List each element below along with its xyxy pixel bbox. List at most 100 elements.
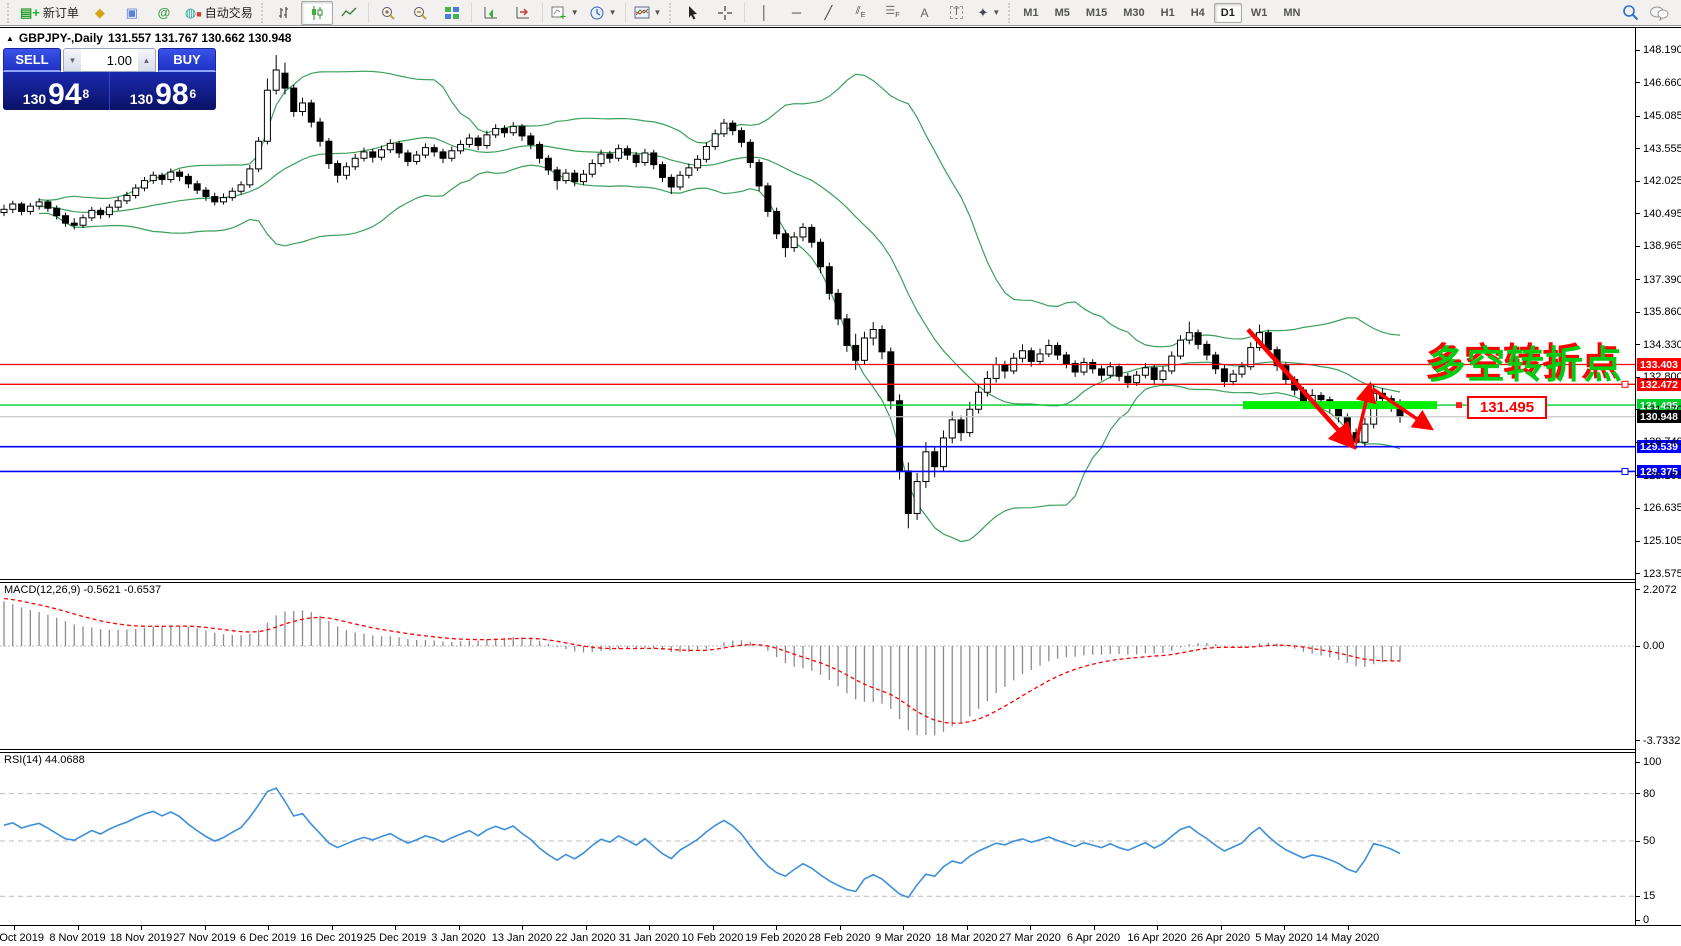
sell-button[interactable]: SELL — [3, 48, 61, 72]
new-order-button[interactable]: ▤+ 新订单 — [15, 1, 84, 25]
candle — [281, 72, 289, 89]
timeframe-h4[interactable]: H4 — [1190, 6, 1205, 19]
price-axis[interactable]: 133.403 132.472 131.495 130.948 129.539 128.3… — [1635, 28, 1681, 926]
text-label-button[interactable]: T — [940, 1, 972, 25]
date-label: 30 Oct 2019 — [0, 932, 44, 944]
date-label: 28 Feb 2020 — [808, 932, 871, 944]
ohlc-readout: 131.557 131.767 130.662 130.948 — [107, 31, 292, 45]
axis-tick-label: 146.660 — [1636, 77, 1681, 89]
text-button[interactable]: A — [908, 1, 940, 25]
candle — [711, 133, 719, 148]
trendline-button[interactable]: ╱ — [812, 1, 844, 25]
timeframe-m5[interactable]: M5 — [1054, 6, 1070, 19]
candle — [448, 150, 456, 159]
zoom-out-button[interactable] — [404, 1, 436, 25]
news-button[interactable]: @ — [148, 1, 180, 25]
line-handle[interactable] — [1621, 467, 1629, 475]
horizontal-line-button[interactable]: ─ — [780, 1, 812, 25]
expand-arrow-icon[interactable]: ▲ — [6, 33, 14, 43]
candle — [518, 125, 526, 137]
channel-icon: ⫽E — [855, 4, 866, 20]
new-chart-dropdown[interactable]: + ▼ — [546, 1, 584, 25]
periods-dropdown[interactable]: ▼ — [584, 1, 622, 25]
date-label: 27 Nov 2019 — [173, 932, 236, 944]
price-tag-annotation[interactable]: 131.495 — [1467, 396, 1547, 419]
toolbar-drag-handle[interactable] — [7, 2, 12, 23]
support-zone-bar[interactable] — [1243, 401, 1437, 410]
zoom-in-button[interactable] — [372, 1, 404, 25]
pane-separator-macd[interactable] — [0, 579, 1681, 583]
candle — [61, 215, 69, 224]
market-watch-button[interactable]: ◆ — [84, 1, 116, 25]
timeframe-w1[interactable]: W1 — [1250, 6, 1268, 19]
pane-separator-rsi[interactable] — [0, 749, 1681, 753]
candle — [53, 207, 61, 217]
cursor-button[interactable] — [677, 1, 709, 25]
axis-tick-label: 140.495 — [1636, 208, 1681, 220]
channel-button[interactable]: ⫽E — [844, 1, 876, 25]
indicators-dropdown[interactable]: ▼ — [629, 1, 667, 25]
chart-shift-button[interactable] — [507, 1, 539, 25]
candlestick-chart-button[interactable] — [300, 0, 333, 25]
crosshair-icon — [718, 5, 733, 20]
sell-price[interactable]: 130 94 8 — [3, 72, 110, 110]
date-tick — [585, 926, 587, 930]
volume-increase-button[interactable]: ▲ — [138, 49, 155, 71]
line-handle[interactable] — [1621, 380, 1629, 388]
buy-price[interactable]: 130 98 6 — [110, 72, 216, 110]
fibonacci-button[interactable]: ☰F — [876, 1, 908, 25]
axis-tick-label: 80 — [1636, 788, 1655, 800]
timeframe-mn[interactable]: MN — [1283, 6, 1301, 19]
new-order-icon: ▤+ — [20, 5, 40, 20]
line-chart-button[interactable] — [333, 1, 365, 25]
trend-arrow[interactable] — [1354, 381, 1377, 444]
candle — [1203, 343, 1211, 356]
shapes-dropdown[interactable]: ✦ ▼ — [972, 1, 1005, 25]
trend-arrow[interactable] — [1246, 327, 1357, 450]
date-label: 13 Jan 2020 — [491, 932, 553, 944]
candle — [746, 141, 754, 164]
volume-decrease-button[interactable]: ▼ — [64, 49, 81, 71]
price-tag-handle[interactable] — [1456, 402, 1462, 409]
indicators-icon — [634, 6, 650, 18]
trend-arrow[interactable] — [1372, 387, 1434, 431]
terminal-button[interactable]: ▣ — [116, 1, 148, 25]
date-label: 26 Apr 2020 — [1190, 932, 1251, 944]
buy-button[interactable]: BUY — [158, 48, 216, 72]
chat-icon[interactable] — [1649, 5, 1669, 21]
volume-input[interactable]: 1.00 — [106, 52, 132, 68]
date-tick — [966, 926, 968, 930]
timeframe-m15[interactable]: M15 — [1085, 6, 1108, 19]
autotrading-button[interactable]: ◍■ 自动交易 — [180, 1, 258, 25]
timeframe-bar: M1 M5 M15 M30 H1 H4 D1 W1 MN — [1016, 2, 1307, 23]
chart-shift-icon — [516, 6, 529, 18]
candle — [272, 69, 280, 91]
group-separator — [367, 2, 369, 23]
timeframe-h1[interactable]: H1 — [1160, 6, 1175, 19]
vertical-line-button[interactable]: │ — [748, 1, 780, 25]
tile-windows-button[interactable] — [436, 1, 468, 25]
candle — [790, 236, 798, 249]
candle — [588, 163, 596, 175]
axis-tick-label: 137.390 — [1636, 274, 1681, 286]
bollinger-band-line — [39, 164, 1401, 543]
turning-point-annotation[interactable]: 多空转折点 — [1428, 345, 1624, 387]
crosshair-button[interactable] — [709, 1, 741, 25]
date-label: 27 Mar 2020 — [999, 932, 1061, 944]
main-chart-canvas[interactable] — [0, 28, 1635, 925]
timeframe-d1[interactable]: D1 — [1213, 2, 1242, 23]
candle — [1001, 364, 1009, 372]
auto-scroll-button[interactable] — [475, 1, 507, 25]
candle — [123, 194, 131, 202]
date-tick — [776, 926, 777, 930]
candle — [404, 152, 412, 162]
dropdown-arrow-icon: ▼ — [653, 8, 662, 17]
axis-tick-label: 138.965 — [1636, 240, 1681, 252]
timeframe-m30[interactable]: M30 — [1123, 6, 1145, 19]
bar-chart-button[interactable] — [269, 1, 301, 25]
search-icon[interactable] — [1622, 4, 1639, 21]
candle — [299, 102, 307, 112]
dropdown-arrow-icon: ▼ — [570, 8, 579, 17]
timeframe-m1[interactable]: M1 — [1023, 6, 1039, 19]
